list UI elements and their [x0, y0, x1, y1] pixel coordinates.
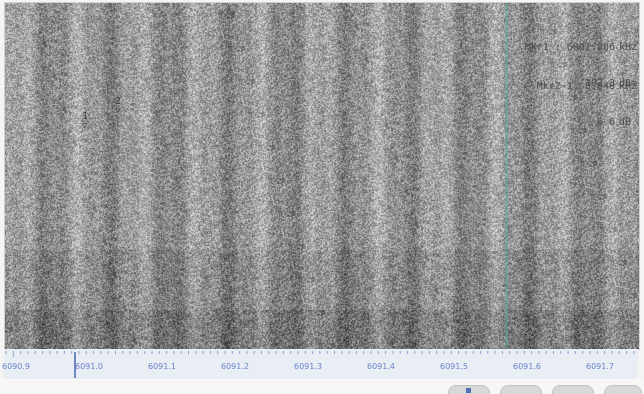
- spectrum-plot-area[interactable]: 1 ▽ 2 ▽ Mkr1 : 6091.806 kHz -102.3 dBm M…: [4, 2, 640, 350]
- delta-frequency: Mkr2-1: 0.048: [536, 81, 615, 92]
- marker-1-level-unit: dBm: [619, 78, 638, 89]
- delta-marker-readout: Mkr2-1: 0.048 kHz -6.6 dB: [537, 57, 639, 153]
- axis-tick-label: 6091.6: [513, 362, 541, 371]
- control-button-2[interactable]: [500, 385, 542, 394]
- active-indicator-icon: [466, 388, 471, 393]
- control-button-1[interactable]: [448, 385, 490, 394]
- marker-2-triangle-icon: ▽: [115, 106, 121, 116]
- axis-tick-label: 6091.2: [221, 362, 249, 371]
- axis-tick-label: 6091.3: [294, 362, 322, 371]
- marker-1-number: 1: [82, 111, 89, 122]
- frequency-axis: 6090.9 6091.0 6091.1 6091.2 6091.3 6091.4 6091…: [2, 349, 638, 379]
- axis-tick-label: 6091.1: [148, 362, 176, 371]
- control-button-4[interactable]: [604, 385, 642, 394]
- marker-1-line[interactable]: [505, 3, 508, 349]
- axis-ticks: [5, 351, 635, 357]
- noise-waterfall: [5, 3, 639, 349]
- axis-tick-label: 6091.4: [367, 362, 395, 371]
- marker-2-number: 2: [115, 96, 122, 107]
- marker-1-frequency-unit: kHz: [619, 42, 638, 53]
- marker-1-frequency: Mkr1 : 6091.806: [524, 42, 615, 53]
- marker-1-level: -102.3: [578, 78, 615, 89]
- control-button-3[interactable]: [552, 385, 594, 394]
- delta-level: -6.6: [590, 117, 615, 128]
- marker-2[interactable]: 2 ▽: [115, 97, 121, 116]
- control-bar: [0, 379, 644, 394]
- axis-tick-label: 6091.0: [75, 362, 103, 371]
- axis-tick-label: 6091.7: [586, 362, 614, 371]
- marker-1-readout: Mkr1 : 6091.806 kHz -102.3 dBm: [525, 18, 639, 114]
- marker-1[interactable]: 1 ▽: [82, 112, 88, 131]
- delta-level-unit: dB: [619, 117, 632, 128]
- delta-frequency-unit: kHz: [619, 81, 638, 92]
- frequency-cursor-handle[interactable]: [74, 352, 76, 378]
- axis-tick-label: 6090.9: [2, 362, 30, 371]
- marker-1-triangle-icon: ▽: [82, 121, 88, 131]
- axis-tick-label: 6091.5: [440, 362, 468, 371]
